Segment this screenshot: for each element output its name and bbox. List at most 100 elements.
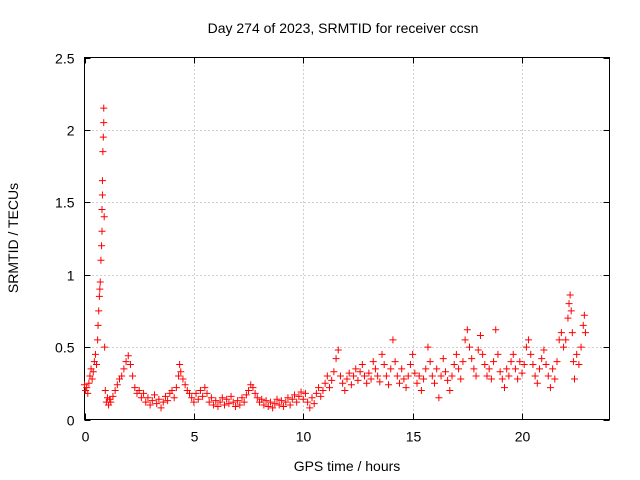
data-point [352, 365, 360, 373]
data-point [264, 402, 272, 410]
data-point [140, 389, 148, 397]
data-point [569, 358, 577, 366]
data-point [501, 384, 508, 392]
data-point [441, 368, 449, 376]
data-point [95, 307, 103, 315]
data-point [301, 389, 309, 397]
data-point [358, 360, 366, 368]
data-point [474, 346, 482, 354]
y-tick-label: 1.5 [55, 195, 75, 211]
data-point [172, 384, 180, 392]
data-point [549, 365, 557, 373]
data-point [205, 398, 213, 406]
data-point [575, 360, 583, 368]
data-point [476, 332, 484, 340]
data-point [339, 379, 347, 387]
data-point [444, 376, 452, 384]
data-point [463, 326, 471, 334]
data-point [317, 392, 325, 400]
data-point [485, 365, 493, 373]
data-point [525, 336, 533, 344]
data-point [266, 398, 274, 406]
data-point [367, 375, 375, 383]
data-point [238, 394, 246, 402]
data-point [111, 387, 119, 395]
data-point [227, 392, 235, 400]
data-point [129, 372, 137, 380]
data-point [151, 391, 158, 399]
data-point [179, 375, 187, 383]
data-point [258, 395, 266, 403]
data-point [98, 227, 106, 235]
data-point [157, 404, 165, 412]
data-point [494, 350, 502, 358]
data-point [159, 398, 167, 406]
data-point [221, 401, 228, 409]
data-point [98, 206, 106, 214]
data-point [203, 389, 211, 397]
data-point [101, 343, 109, 351]
data-point [393, 372, 401, 380]
data-point [280, 402, 288, 410]
data-point [196, 387, 204, 395]
data-point [273, 395, 281, 403]
data-point [343, 375, 351, 383]
data-point [406, 360, 414, 368]
data-point [214, 402, 222, 410]
data-point [312, 389, 320, 397]
data-point [286, 401, 294, 409]
data-point [85, 379, 93, 387]
axis-ticks: 0 5 10 15 20 0 0.5 1 1.5 2 2.5 [55, 51, 610, 445]
data-point [97, 256, 105, 264]
data-point [580, 311, 588, 319]
data-point [470, 365, 478, 373]
data-point [398, 365, 406, 373]
data-point [122, 358, 130, 366]
x-tick-label: 10 [296, 429, 312, 445]
data-point [415, 372, 423, 380]
data-point [350, 372, 358, 380]
plot-frame [84, 57, 610, 420]
data-point [100, 104, 108, 112]
data-point [431, 379, 438, 387]
data-point [452, 350, 460, 358]
data-point [332, 355, 340, 363]
data-point [135, 387, 143, 395]
data-point [557, 329, 565, 337]
data-point [100, 119, 108, 127]
data-point [212, 397, 220, 405]
data-point [479, 350, 487, 358]
data-point [94, 321, 102, 329]
data-point [234, 397, 242, 405]
data-point [275, 401, 283, 409]
data-point [199, 392, 207, 400]
data-point [164, 397, 172, 405]
data-point [371, 365, 379, 373]
data-point [581, 329, 589, 337]
data-point [321, 379, 329, 387]
data-point [98, 177, 106, 185]
y-tick-label: 0.5 [55, 340, 75, 356]
data-point [341, 387, 349, 395]
data-point [565, 300, 573, 308]
data-point [529, 360, 537, 368]
data-point [376, 378, 384, 386]
data-point [424, 343, 432, 351]
data-point [310, 400, 318, 408]
data-point [96, 278, 104, 286]
data-point [428, 372, 436, 380]
data-point [177, 368, 185, 376]
data-point [426, 358, 434, 366]
data-point [354, 376, 362, 384]
data-point [511, 365, 519, 373]
data-point [297, 388, 305, 396]
data-point [113, 381, 121, 389]
data-point [568, 329, 576, 337]
data-point [555, 336, 563, 344]
data-point [374, 372, 382, 380]
data-point [544, 372, 552, 380]
data-point [531, 372, 539, 380]
data-point [304, 398, 312, 406]
data-point [400, 375, 408, 383]
